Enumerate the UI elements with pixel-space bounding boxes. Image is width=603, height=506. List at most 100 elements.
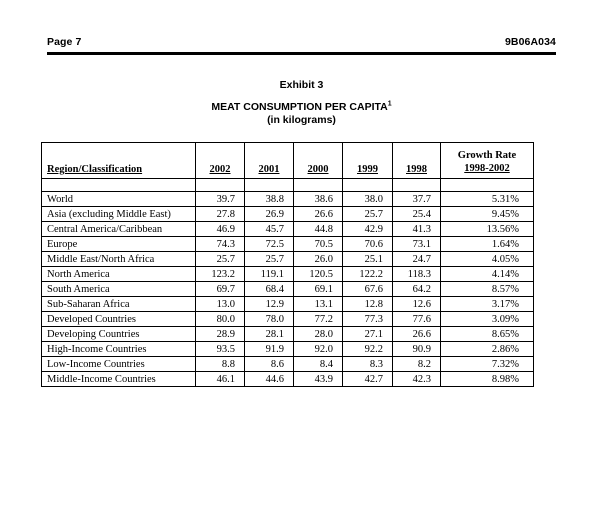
- value-cell: 41.3: [392, 221, 441, 237]
- value-cell: 8.6: [244, 356, 294, 372]
- growth-cell: 4.05%: [440, 251, 534, 267]
- growth-cell: 9.45%: [440, 206, 534, 222]
- value-cell: 28.1: [244, 326, 294, 342]
- value-cell: 38.8: [244, 191, 294, 207]
- year-label: 2002: [209, 164, 231, 175]
- value-cell: 93.5: [195, 341, 245, 357]
- spacer-cell: [41, 178, 196, 192]
- year-column-header-1999: 1999: [342, 142, 393, 179]
- table-row: Europe 74.3 72.5 70.5 70.6 73.1 1.64%: [41, 236, 534, 252]
- table-row: Sub-Saharan Africa 13.0 12.9 13.1 12.8 1…: [41, 296, 534, 312]
- table-row: Middle East/North Africa 25.7 25.7 26.0 …: [41, 251, 534, 267]
- value-cell: 25.7: [342, 206, 393, 222]
- year-label: 2001: [258, 164, 280, 175]
- table-row: Developed Countries 80.0 78.0 77.2 77.3 …: [41, 311, 534, 327]
- exhibit-label: Exhibit 3: [279, 79, 324, 91]
- value-cell: 70.6: [342, 236, 393, 252]
- value-cell: 119.1: [244, 266, 294, 282]
- table-row: North America 123.2 119.1 120.5 122.2 11…: [41, 266, 534, 282]
- value-cell: 118.3: [392, 266, 441, 282]
- page-number: Page 7: [47, 36, 82, 48]
- value-cell: 12.9: [244, 296, 294, 312]
- value-cell: 46.9: [195, 221, 245, 237]
- spacer-row: [41, 178, 534, 192]
- value-cell: 92.2: [342, 341, 393, 357]
- value-cell: 43.9: [293, 371, 343, 387]
- region-cell: South America: [41, 281, 196, 297]
- value-cell: 123.2: [195, 266, 245, 282]
- region-cell: World: [41, 191, 196, 207]
- growth-cell: 8.65%: [440, 326, 534, 342]
- value-cell: 69.1: [293, 281, 343, 297]
- table-row: South America 69.7 68.4 69.1 67.6 64.2 8…: [41, 281, 534, 297]
- region-cell: Middle East/North Africa: [41, 251, 196, 267]
- value-cell: 8.8: [195, 356, 245, 372]
- spacer-cell: [392, 178, 441, 192]
- value-cell: 8.2: [392, 356, 441, 372]
- value-cell: 45.7: [244, 221, 294, 237]
- value-cell: 26.0: [293, 251, 343, 267]
- value-cell: 42.3: [392, 371, 441, 387]
- region-cell: High-Income Countries: [41, 341, 196, 357]
- value-cell: 42.7: [342, 371, 393, 387]
- value-cell: 24.7: [392, 251, 441, 267]
- growth-rate-column-header: Growth Rate 1998-2002: [440, 142, 534, 179]
- table-row: World 39.7 38.8 38.6 38.0 37.7 5.31%: [41, 191, 534, 207]
- footnote-marker: 1: [387, 100, 392, 108]
- spacer-cell: [342, 178, 393, 192]
- value-cell: 25.7: [244, 251, 294, 267]
- value-cell: 77.2: [293, 311, 343, 327]
- value-cell: 70.5: [293, 236, 343, 252]
- year-column-header-1998: 1998: [392, 142, 441, 179]
- value-cell: 8.3: [342, 356, 393, 372]
- spacer-cell: [440, 178, 534, 192]
- value-cell: 38.0: [342, 191, 393, 207]
- growth-cell: 3.09%: [440, 311, 534, 327]
- exhibit-subtitle: (in kilograms): [267, 114, 336, 126]
- value-cell: 64.2: [392, 281, 441, 297]
- value-cell: 28.0: [293, 326, 343, 342]
- region-cell: Low-Income Countries: [41, 356, 196, 372]
- region-cell: Asia (excluding Middle East): [41, 206, 196, 222]
- value-cell: 13.0: [195, 296, 245, 312]
- year-column-header-2000: 2000: [293, 142, 343, 179]
- year-label: 1999: [357, 164, 378, 175]
- value-cell: 27.8: [195, 206, 245, 222]
- region-cell: Europe: [41, 236, 196, 252]
- spacer-cell: [293, 178, 343, 192]
- value-cell: 26.6: [293, 206, 343, 222]
- value-cell: 25.4: [392, 206, 441, 222]
- table-row: High-Income Countries 93.5 91.9 92.0 92.…: [41, 341, 534, 357]
- value-cell: 27.1: [342, 326, 393, 342]
- value-cell: 25.7: [195, 251, 245, 267]
- growth-cell: 5.31%: [440, 191, 534, 207]
- value-cell: 12.6: [392, 296, 441, 312]
- spacer-cell: [195, 178, 245, 192]
- growth-rate-header-line2: 1998-2002: [464, 163, 510, 175]
- year-column-header-2001: 2001: [244, 142, 294, 179]
- region-column-header: Region/Classification: [41, 142, 196, 179]
- meat-consumption-table: Region/Classification 2002 2001 2000 199…: [41, 142, 534, 387]
- region-cell: North America: [41, 266, 196, 282]
- value-cell: 68.4: [244, 281, 294, 297]
- value-cell: 77.6: [392, 311, 441, 327]
- value-cell: 46.1: [195, 371, 245, 387]
- running-header: Page 7 9B06A034: [47, 36, 556, 48]
- year-column-header-2002: 2002: [195, 142, 245, 179]
- value-cell: 120.5: [293, 266, 343, 282]
- value-cell: 67.6: [342, 281, 393, 297]
- region-cell: Middle-Income Countries: [41, 371, 196, 387]
- table-row: Central America/Caribbean 46.9 45.7 44.8…: [41, 221, 534, 237]
- growth-cell: 3.17%: [440, 296, 534, 312]
- year-label: 1998: [406, 164, 427, 175]
- region-column-header-label: Region/Classification: [47, 164, 143, 175]
- exhibit-title-text: MEAT CONSUMPTION PER CAPITA: [211, 101, 388, 113]
- value-cell: 78.0: [244, 311, 294, 327]
- value-cell: 77.3: [342, 311, 393, 327]
- table-row: Asia (excluding Middle East) 27.8 26.9 2…: [41, 206, 534, 222]
- value-cell: 25.1: [342, 251, 393, 267]
- table-row: Developing Countries 28.9 28.1 28.0 27.1…: [41, 326, 534, 342]
- value-cell: 92.0: [293, 341, 343, 357]
- region-cell: Developed Countries: [41, 311, 196, 327]
- growth-cell: 13.56%: [440, 221, 534, 237]
